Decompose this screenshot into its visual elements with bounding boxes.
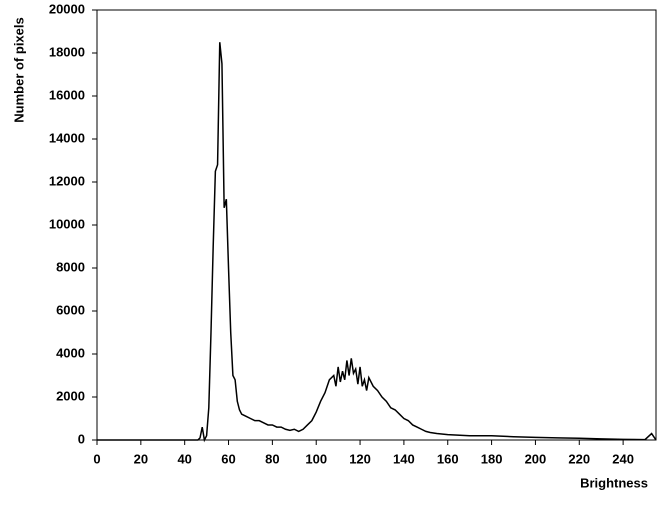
x-tick-label: 240 — [612, 451, 634, 466]
x-tick-label: 0 — [93, 451, 100, 466]
y-tick-label: 4000 — [56, 345, 85, 360]
x-tick-label: 200 — [525, 451, 547, 466]
y-tick-label: 18000 — [49, 44, 85, 59]
x-tick-label: 60 — [221, 451, 235, 466]
data-line — [97, 42, 657, 443]
x-tick-label: 120 — [349, 451, 371, 466]
x-tick-label: 80 — [265, 451, 279, 466]
y-tick-label: 10000 — [49, 216, 85, 231]
y-tick-label: 0 — [78, 431, 85, 446]
y-axis-label: Number of pixels — [11, 17, 26, 122]
x-tick-label: 140 — [393, 451, 415, 466]
x-axis-label: Brightness — [580, 475, 648, 490]
y-tick-label: 20000 — [49, 1, 85, 16]
y-tick-label: 14000 — [49, 130, 85, 145]
x-tick-label: 160 — [437, 451, 459, 466]
x-tick-label: 20 — [134, 451, 148, 466]
x-tick-label: 220 — [568, 451, 590, 466]
x-tick-label: 180 — [481, 451, 503, 466]
plot-frame — [96, 9, 657, 441]
y-tick-label: 16000 — [49, 87, 85, 102]
x-tick-label: 100 — [305, 451, 327, 466]
y-tick-label: 12000 — [49, 173, 85, 188]
y-tick-label: 2000 — [56, 388, 85, 403]
y-tick-label: 8000 — [56, 259, 85, 274]
y-tick-label: 6000 — [56, 302, 85, 317]
x-tick-label: 40 — [177, 451, 191, 466]
